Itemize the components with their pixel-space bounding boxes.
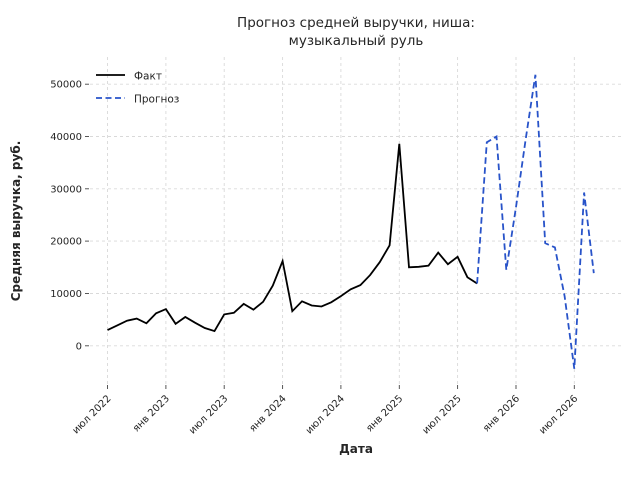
x-tick-label: янв 2023	[131, 393, 172, 434]
grid-layer	[90, 57, 622, 385]
y-tick-label: 10000	[50, 289, 82, 300]
chart-title-line1: Прогноз средней выручки, ниша:	[237, 15, 475, 31]
tick-layer: 0 10000 20000 30000 40000 50000 июл 2022 янв 20…	[50, 80, 580, 437]
x-tick-label: июл 2023	[187, 393, 230, 436]
x-tick-label: июл 2024	[304, 393, 347, 436]
x-tick-label: июл 2022	[71, 393, 114, 436]
x-tick-label: янв 2024	[248, 393, 289, 434]
x-tick-label: янв 2025	[364, 393, 405, 434]
x-tick-label: янв 2026	[481, 393, 522, 434]
chart-title-line2: музыкальный руль	[289, 33, 424, 49]
x-tick-label: июл 2026	[537, 393, 580, 436]
legend: Факт Прогноз	[96, 71, 179, 106]
series-layer	[107, 74, 595, 369]
y-tick-label: 0	[76, 341, 82, 352]
y-tick-label: 20000	[50, 237, 82, 248]
x-tick-label: июл 2025	[421, 393, 464, 436]
y-tick-label: 50000	[50, 80, 82, 91]
legend-forecast-label: Прогноз	[134, 94, 179, 106]
fact-line	[107, 143, 478, 333]
y-tick-label: 30000	[50, 184, 82, 195]
y-axis-label: Средняя выручка, руб.	[9, 141, 23, 302]
legend-fact-label: Факт	[134, 71, 162, 83]
forecast-line	[476, 74, 595, 369]
y-tick-label: 40000	[50, 132, 82, 143]
x-axis-label: Дата	[339, 442, 373, 456]
